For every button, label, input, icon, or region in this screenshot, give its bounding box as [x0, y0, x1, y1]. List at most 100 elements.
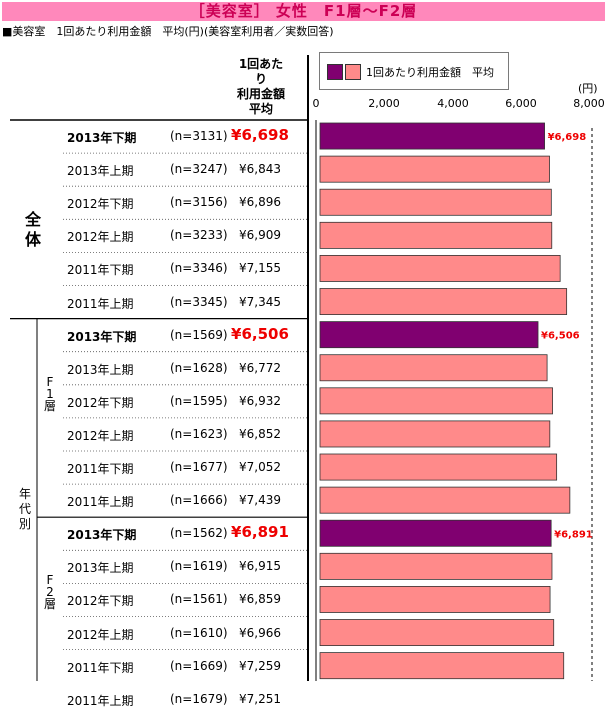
bar: [319, 188, 552, 216]
row-average-value: ¥6,896: [239, 195, 281, 210]
row-average-value: ¥7,052: [239, 460, 281, 474]
row-average-value: ¥7,439: [239, 493, 281, 508]
bar-data-label: ¥6,506: [541, 331, 580, 342]
legend-label: 1回あたり利用金額 平均: [366, 66, 494, 79]
table-row: 2013年下期 (n=1569) ¥6,506: [67, 319, 307, 352]
column-header: 1回あたり 利用金額 平均: [233, 57, 289, 117]
row-period-label: 2011年下期: [67, 660, 134, 675]
row-average-value: ¥7,345: [239, 294, 281, 309]
row-sample-size: (n=1569): [170, 327, 228, 342]
row-sample-size: (n=1677): [170, 460, 228, 474]
table-row: 2012年上期 (n=1610) ¥6,966: [67, 617, 307, 650]
row-period-label: 2011年下期: [67, 263, 134, 278]
bar: [319, 552, 553, 580]
row-sample-size: (n=1595): [170, 393, 228, 408]
row-sample-size: (n=3345): [170, 294, 228, 309]
bar: [319, 519, 552, 547]
row-average-value: ¥6,909: [239, 228, 281, 243]
x-tick-label: 0: [312, 97, 320, 110]
row-sample-size: (n=1561): [170, 592, 228, 607]
bar: [319, 453, 558, 481]
bar: [319, 221, 553, 249]
bar-chart: ¥6,698 ¥6,506 ¥6,891: [10, 55, 593, 681]
row-average-value: ¥6,852: [239, 426, 281, 441]
row-period-label: 2012年下期: [67, 197, 134, 212]
row-average-value: ¥7,155: [239, 261, 281, 276]
row-period-label: 2013年下期: [67, 329, 137, 344]
legend: 1回あたり利用金額 平均: [319, 52, 509, 90]
row-sample-size: (n=1628): [170, 360, 228, 375]
row-sample-size: (n=1610): [170, 625, 228, 640]
group-label-all: 全体: [25, 210, 43, 250]
table-row: 2012年下期 (n=1561) ¥6,859: [67, 583, 307, 616]
group-label-all-text: 全体: [25, 210, 42, 249]
row-period-label: 2012年下期: [67, 594, 134, 609]
bar: [319, 155, 550, 183]
row-period-label: 2012年下期: [67, 395, 134, 410]
bar: [319, 254, 561, 282]
row-average-value: ¥6,506: [231, 324, 289, 343]
row-period-label: 2011年上期: [67, 693, 134, 708]
row-average-value: ¥6,843: [239, 162, 281, 177]
row-average-value: ¥7,251: [239, 691, 281, 706]
bar: [319, 652, 565, 680]
row-average-value: ¥6,859: [239, 592, 281, 607]
row-sample-size: (n=3131): [170, 129, 228, 143]
row-period-label: 2013年上期: [67, 362, 134, 377]
table-row: 2011年下期 (n=1677) ¥7,052: [67, 451, 307, 484]
column-header-line-2: 利用金額: [236, 87, 285, 101]
table-row: 2011年上期 (n=3345) ¥7,345: [67, 286, 307, 319]
row-average-value: ¥7,259: [239, 658, 281, 673]
column-header-line-1: 1回あたり: [238, 57, 284, 86]
legend-swatch-highlight: [327, 64, 343, 80]
row-period-label: 2013年下期: [67, 528, 137, 543]
group-label-age: 年代別: [18, 487, 31, 531]
bar: [319, 387, 553, 415]
row-period-label: 2013年上期: [67, 561, 134, 576]
row-period-label: 2013年下期: [67, 131, 137, 145]
row-sample-size: (n=3247): [170, 162, 228, 177]
bar: [319, 122, 545, 150]
row-average-value: ¥6,915: [239, 559, 281, 574]
row-period-label: 2012年上期: [67, 627, 134, 642]
bar: [319, 354, 548, 382]
row-sample-size: (n=3156): [170, 195, 228, 210]
chart-title: ［美容室］ 女性 F1層～F2層: [2, 2, 605, 21]
row-period-label: 2011年上期: [67, 495, 134, 510]
table-row: 2011年下期 (n=3346) ¥7,155: [67, 252, 307, 285]
row-period-label: 2013年上期: [67, 164, 134, 179]
row-period-label: 2011年下期: [67, 462, 134, 476]
table-row: 2013年上期 (n=1619) ¥6,915: [67, 550, 307, 583]
x-tick-label: 8,000: [573, 97, 605, 110]
row-average-value: ¥6,772: [239, 360, 281, 375]
bar: [319, 288, 568, 316]
table-row: 2013年上期 (n=1628) ¥6,772: [67, 352, 307, 385]
bar: [319, 619, 555, 647]
axis-unit: (円): [578, 82, 598, 95]
bar: [319, 321, 539, 349]
row-average-value: ¥6,966: [239, 625, 281, 640]
table-row: 2012年下期 (n=1595) ¥6,932: [67, 385, 307, 418]
table-row: 2013年上期 (n=3247) ¥6,843: [67, 153, 307, 186]
bar-data-label: ¥6,698: [548, 132, 587, 143]
bar: [319, 586, 551, 613]
row-sample-size: (n=1562): [170, 526, 228, 541]
row-period-label: 2012年上期: [67, 428, 134, 443]
row-average-value: ¥6,891: [231, 523, 289, 542]
row-period-label: 2011年上期: [67, 296, 134, 311]
row-period-label: 2012年上期: [67, 230, 134, 245]
chart-subtitle: ■美容室 1回あたり利用金額 平均(円)(美容室利用者／実数回答): [2, 25, 334, 38]
bar: [319, 420, 551, 448]
legend-swatch-normal: [345, 64, 361, 80]
table-row: 2012年上期 (n=3233) ¥6,909: [67, 219, 307, 252]
row-sample-size: (n=3346): [170, 261, 228, 276]
x-tick-label: 4,000: [437, 97, 469, 110]
row-sample-size: (n=1666): [170, 493, 228, 508]
row-sample-size: (n=1669): [170, 658, 228, 673]
row-average-value: ¥6,698: [231, 126, 289, 144]
row-average-value: ¥6,932: [239, 393, 281, 408]
table-row: 2011年上期 (n=1666) ¥7,439: [67, 484, 307, 517]
column-header-line-3: 平均: [248, 102, 273, 116]
